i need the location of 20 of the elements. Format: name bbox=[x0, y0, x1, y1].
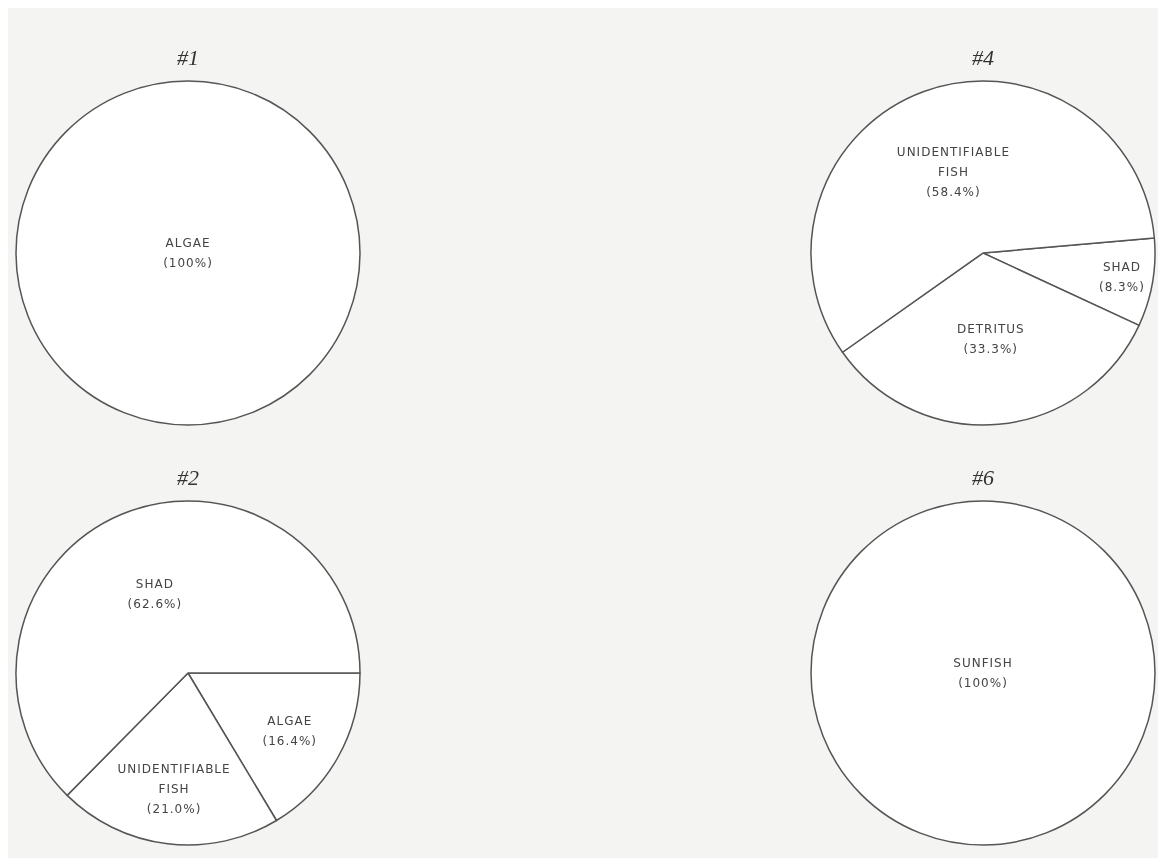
slice-label: SHAD bbox=[135, 576, 174, 591]
slice-label: SUNFISH bbox=[953, 656, 1013, 670]
data-label: (16.4%) bbox=[262, 733, 318, 748]
slice-label: SHAD bbox=[1102, 260, 1141, 275]
chart-title: #2 bbox=[177, 465, 199, 490]
data-label: (21.0%) bbox=[146, 802, 202, 817]
slice-label: ALGAE bbox=[165, 236, 211, 250]
data-label: (58.4%) bbox=[926, 185, 981, 200]
data-label: (62.6%) bbox=[127, 596, 183, 611]
data-label: (100%) bbox=[163, 256, 213, 270]
data-label: (8.3%) bbox=[1098, 280, 1145, 295]
chart-title: #4 bbox=[972, 45, 994, 70]
slice-label: UNIDENTIFIABLE FISH bbox=[117, 762, 231, 797]
data-label: (100%) bbox=[958, 676, 1008, 690]
chart-title: #6 bbox=[972, 465, 994, 490]
data-label: (33.3%) bbox=[963, 341, 1019, 356]
slice-label: DETRITUS bbox=[956, 321, 1025, 336]
chart-title: #1 bbox=[177, 45, 199, 70]
slice-label: ALGAE bbox=[267, 713, 313, 728]
slice-label: UNIDENTIFIABLE FISH bbox=[896, 145, 1010, 180]
